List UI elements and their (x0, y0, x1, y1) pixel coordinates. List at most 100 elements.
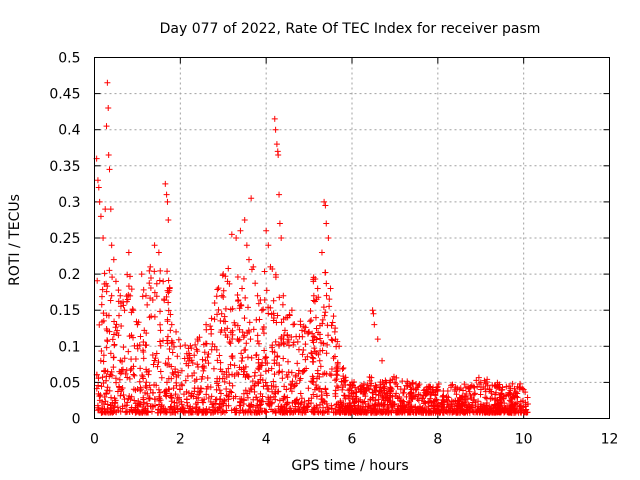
roti-point (132, 387, 139, 394)
x-tick-label: 10 (515, 432, 533, 448)
roti-point (252, 280, 259, 287)
roti-point (226, 338, 233, 345)
roti-point (183, 396, 190, 403)
roti-point (208, 393, 215, 400)
roti-point (321, 398, 328, 405)
roti-point (201, 349, 208, 356)
roti-point (517, 402, 524, 409)
roti-point (214, 311, 221, 318)
roti-point (475, 374, 482, 381)
roti-point (271, 115, 278, 122)
roti-point (373, 384, 380, 391)
roti-point (434, 409, 441, 416)
roti-point (241, 368, 248, 375)
roti-point (371, 405, 378, 412)
roti-point (409, 396, 416, 403)
roti-point (212, 400, 219, 407)
roti-point (149, 351, 156, 358)
roti-point (497, 394, 504, 401)
roti-point (314, 367, 321, 374)
y-tick-label: 0.15 (49, 303, 80, 319)
roti-point (224, 278, 231, 285)
roti-point (509, 380, 516, 387)
roti-point (274, 312, 281, 319)
chart-title: Day 077 of 2022, Rate Of TEC Index for r… (160, 21, 541, 37)
roti-point (169, 339, 176, 346)
roti-point (411, 392, 418, 399)
roti-point (214, 357, 221, 364)
roti-point (312, 382, 319, 389)
roti-point (387, 398, 394, 405)
roti-point (233, 370, 240, 377)
roti-point (225, 365, 232, 372)
roti-point (448, 403, 455, 410)
roti-point (466, 388, 473, 395)
roti-point (261, 347, 268, 354)
roti-point (104, 406, 111, 413)
roti-point (165, 216, 172, 223)
roti-point (164, 198, 171, 205)
roti-point (308, 408, 315, 415)
roti-point (379, 357, 386, 364)
roti-point (329, 337, 336, 344)
roti-point (470, 396, 477, 403)
roti-point (95, 375, 102, 382)
roti-point (119, 403, 126, 410)
roti-point (185, 350, 192, 357)
roti-point (329, 319, 336, 326)
roti-point (121, 396, 128, 403)
roti-point (102, 206, 109, 213)
roti-point (112, 278, 119, 285)
roti-point (342, 407, 349, 414)
roti-point (99, 406, 106, 413)
roti-point (106, 166, 113, 173)
roti-point (477, 403, 484, 410)
roti-point (443, 393, 450, 400)
roti-point (146, 395, 153, 402)
roti-point (342, 381, 349, 388)
roti-point (294, 360, 301, 367)
roti-point (482, 394, 489, 401)
roti-point (207, 398, 214, 405)
roti-point (299, 327, 306, 334)
roti-point (316, 373, 323, 380)
roti-point (174, 353, 181, 360)
roti-point (141, 327, 148, 334)
roti-point (244, 304, 251, 311)
roti-point (272, 396, 279, 403)
roti-point (344, 403, 351, 410)
roti-point (103, 373, 110, 380)
roti-point (148, 313, 155, 320)
roti-point (295, 367, 302, 374)
roti-point (309, 337, 316, 344)
roti-point (470, 391, 477, 398)
roti-point (142, 389, 149, 396)
roti-point (371, 321, 378, 328)
roti-point (310, 391, 317, 398)
roti-point (107, 371, 114, 378)
roti-point (229, 331, 236, 338)
roti-point (401, 386, 408, 393)
roti-point (313, 325, 320, 332)
roti-point (193, 346, 200, 353)
roti-point (465, 383, 472, 390)
roti-point (234, 322, 241, 329)
roti-point (249, 378, 256, 385)
roti-point (197, 388, 204, 395)
roti-point (215, 306, 222, 313)
roti-point (125, 395, 132, 402)
roti-point (125, 348, 132, 355)
roti-point (323, 292, 330, 299)
roti-point (217, 359, 224, 366)
roti-point (499, 386, 506, 393)
roti-point (147, 386, 154, 393)
roti-point (403, 401, 410, 408)
roti-point (155, 249, 162, 256)
roti-point (180, 409, 187, 416)
roti-point (357, 386, 364, 393)
roti-point (308, 317, 315, 324)
roti-point (124, 374, 131, 381)
roti-point (295, 408, 302, 415)
roti-point (257, 362, 264, 369)
